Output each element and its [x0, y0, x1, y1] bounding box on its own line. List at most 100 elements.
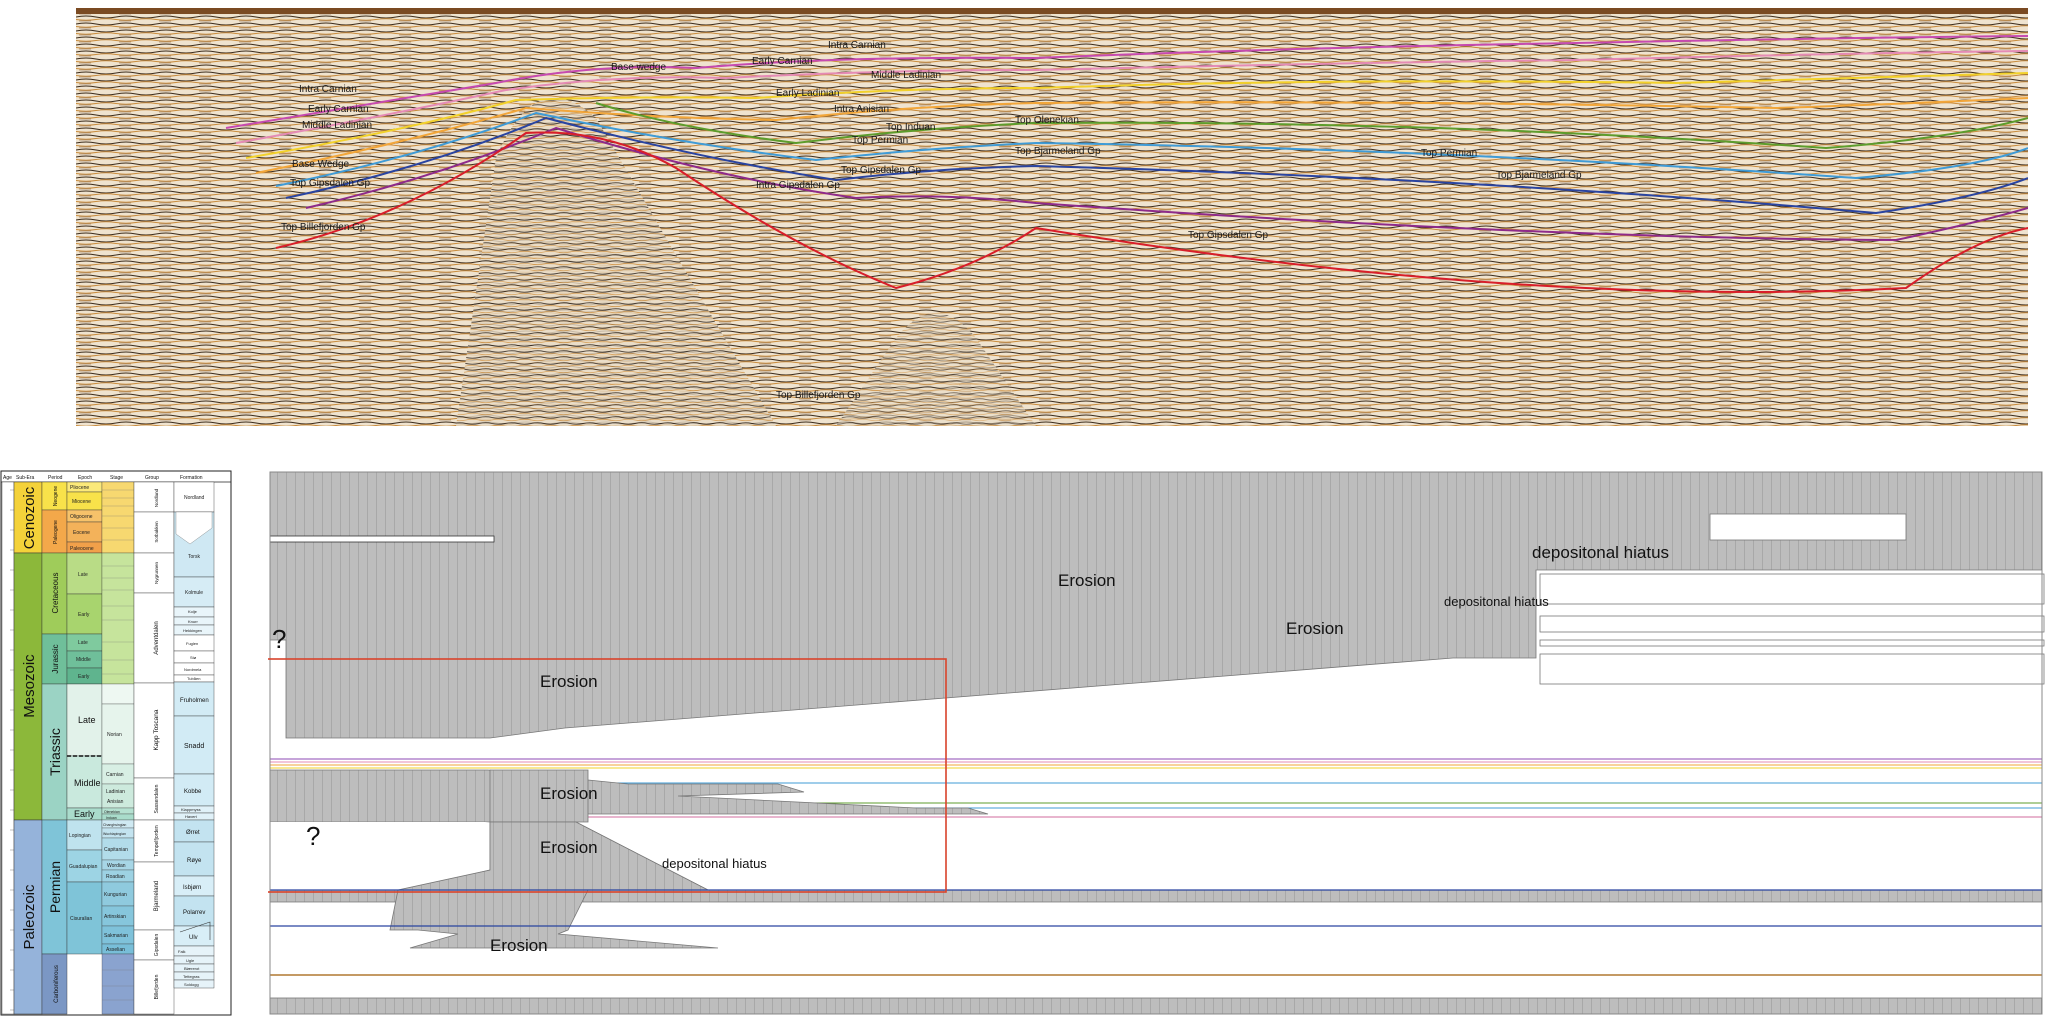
epoch-lopingian: Lopingian	[69, 833, 91, 839]
seafloor	[76, 8, 2028, 14]
group-adventdalen: Adventdalen	[154, 621, 160, 654]
formation-havert: Havert	[185, 814, 198, 819]
epoch-pliocene: Pliocene	[70, 485, 89, 491]
horizon-intra-carnian	[225, 35, 2028, 129]
column-headers: Age Sub-Era Period Epoch Stage Group For…	[3, 475, 203, 481]
stage-changhsingian: Changhsingian	[103, 823, 126, 827]
horizon-early-ladinian	[255, 97, 2028, 174]
erosion-block-center	[489, 769, 589, 823]
hiatus-band-2	[1539, 615, 2045, 633]
white-notch-left	[269, 535, 495, 543]
epoch-jurassic-early: Early	[78, 674, 90, 680]
hiatus-band-4	[1539, 653, 2045, 685]
stage-induan: Induan	[106, 816, 117, 820]
epoch-cisuralian: Cisuralian	[70, 916, 92, 922]
upper-erosion-wedge	[269, 471, 2043, 739]
period-carboniferous-label: Carboniferous	[54, 965, 60, 1003]
horizon-top-permian	[285, 116, 2028, 215]
erosion-label-triassic: Erosion	[540, 784, 598, 803]
formation-kolje: Kolje	[188, 609, 198, 614]
formation-fruholmen: Fruholmen	[180, 698, 209, 704]
header-stage: Stage	[110, 475, 123, 481]
stage-capitanian: Capitanian	[104, 847, 128, 853]
group-billefjorden: Billefjorden	[154, 974, 160, 999]
group-tempelfjorden: Tempelfjorden	[154, 825, 160, 857]
erosion-label-mid: Erosion	[1286, 619, 1344, 638]
hiatus-label-upper: depositonal hiatus	[1532, 543, 1669, 562]
formation-roye: Røye	[187, 858, 202, 864]
label-top-gipsdalen-left: Top Gipsdalen Gp	[290, 178, 370, 189]
label-top-billefjorden-left: Top Billefjorden Gp	[281, 222, 366, 233]
header-group: Group	[145, 475, 159, 481]
epoch-oligocene: Oligocene	[70, 514, 93, 520]
period-permian	[41, 819, 68, 955]
label-top-gipsdalen-mid: Top Gipsdalen Gp	[841, 165, 921, 176]
epoch-cretaceous-early: Early	[78, 612, 90, 618]
epoch-jurassic-late: Late	[78, 640, 88, 646]
stage-wordian: Wordian	[107, 863, 126, 869]
formation-tubaen: Tubåen	[187, 676, 200, 681]
group-column	[133, 481, 175, 1015]
formation-klappmyss: Klappmyss	[181, 807, 201, 812]
label-middle-ladinian-top: Middle Ladinian	[871, 70, 941, 81]
formation-soldogg: Soldogg	[184, 982, 199, 987]
period-paleogene	[41, 509, 68, 554]
label-early-carnian-top: Early Carnian	[752, 56, 813, 67]
header-sub-era: Sub-Era	[16, 475, 35, 481]
era-paleozoic	[13, 819, 43, 1015]
epoch-cretaceous-late: Late	[78, 572, 88, 578]
hiatus-label-lower: depositonal hiatus	[662, 856, 767, 871]
stage-kungurian: Kungurian	[104, 892, 127, 898]
header-formation: Formation	[180, 475, 203, 481]
formation-tettegras: Tettegras	[183, 974, 199, 979]
horizon-top-billefjorden	[275, 131, 2028, 293]
lower-erosion-body	[389, 821, 719, 949]
period-carboniferous	[41, 953, 68, 1015]
formation-ulv: Ulv	[189, 935, 198, 941]
stage-sakmarian: Sakmarian	[104, 933, 128, 939]
horizon-lines	[225, 35, 2028, 293]
formation-ugle: Ugle	[186, 958, 195, 963]
stage-ladinian: Ladinian	[106, 789, 125, 795]
era-paleozoic-label: Paleozoic	[21, 884, 38, 950]
horizon-intra-anisian	[595, 102, 2028, 150]
formation-falk: Falk	[178, 949, 186, 954]
header-epoch: Epoch	[78, 475, 92, 481]
formation-fuglen: Fuglen	[186, 641, 198, 646]
formation-blaererot: Blærerot	[184, 966, 200, 971]
permian-white-gap	[270, 822, 490, 832]
label-top-olenekian: Top Olenekian	[1015, 115, 1079, 126]
wheeler-diagram: Erosion Erosion Erosion Erosion Erosion …	[268, 471, 2045, 1015]
stage-anisian: Anisian	[107, 799, 124, 805]
label-top-bjarmeland-far: Top Bjarmeland Gp	[1496, 170, 1582, 181]
formation-kobbe: Kobbe	[184, 789, 202, 795]
period-cretaceous-label: Cretaceous	[51, 573, 60, 614]
period-neogene	[41, 481, 68, 511]
highlight-box	[268, 658, 947, 893]
label-top-permian-mid: Top Permian	[852, 135, 908, 146]
label-intra-anisian: Intra Anisian	[834, 104, 889, 115]
epoch-eocene: Eocene	[73, 530, 90, 536]
group-nordland: Nordland	[154, 488, 159, 507]
formation-torsk: Torsk	[188, 554, 200, 560]
erosion-label-permian: Erosion	[540, 838, 598, 857]
epoch-jurassic-middle: Middle	[76, 657, 91, 663]
age-scale	[1, 481, 15, 1015]
formation-snadd: Snadd	[184, 743, 204, 750]
formation-sto: Stø	[190, 655, 197, 660]
question-mark-upper: ?	[272, 624, 286, 654]
stage-roadian: Roadian	[106, 874, 125, 880]
period-cretaceous	[41, 552, 68, 635]
erosion-label-bottom: Erosion	[490, 936, 548, 955]
era-mesozoic-label: Mesozoic	[21, 654, 38, 718]
label-top-bjarmeland: Top Bjarmeland Gp	[1015, 146, 1101, 157]
label-base-wedge-left: Base Wedge	[292, 159, 350, 170]
formation-polarrev: Polarrev	[183, 910, 205, 916]
group-nygrunnen: Nygrunnen	[154, 561, 159, 584]
horizon-middle-ladinian	[245, 72, 2028, 159]
era-cenozoic-label: Cenozoic	[21, 486, 38, 549]
horizon-early-carnian	[235, 50, 2028, 144]
lower-triassic-erosion	[269, 769, 989, 823]
epoch-triassic-late: Late	[78, 715, 96, 725]
seismic-background	[76, 8, 2028, 426]
